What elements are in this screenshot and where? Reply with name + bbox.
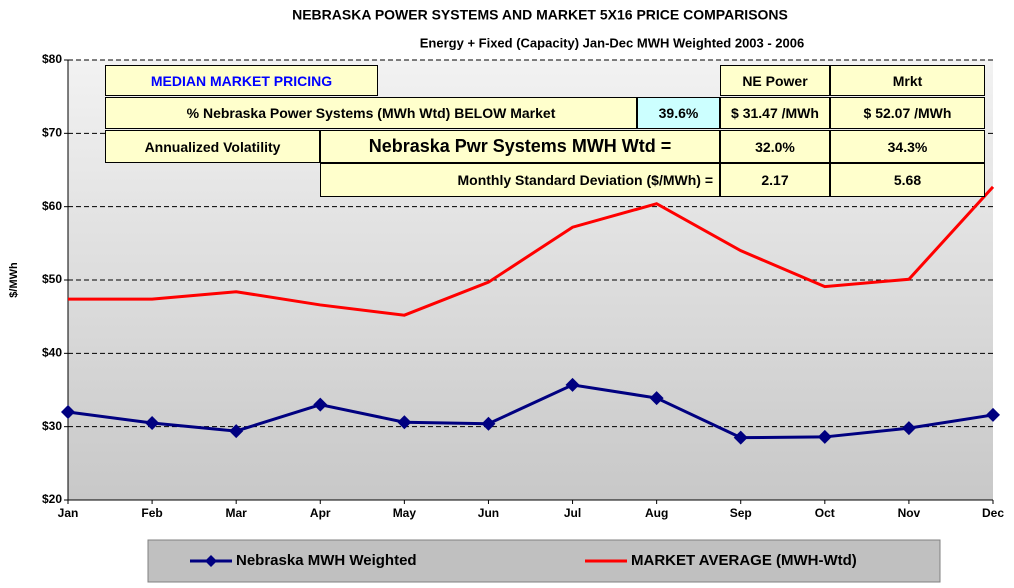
table-value: 34.3% xyxy=(830,130,985,163)
y-tick-label: $70 xyxy=(42,126,62,140)
marker xyxy=(145,416,160,430)
table-value: 39.6% xyxy=(637,97,720,129)
x-tick-label: Mar xyxy=(226,506,248,520)
x-tick-label: Sep xyxy=(730,506,752,520)
table-value: 5.68 xyxy=(830,163,985,197)
marker xyxy=(986,407,1000,422)
marker xyxy=(649,391,664,406)
y-tick-label: $40 xyxy=(42,346,62,360)
line xyxy=(67,383,994,440)
chart-title: NEBRASKA POWER SYSTEMS AND MARKET 5X16 P… xyxy=(292,7,788,23)
legend-label: MARKET AVERAGE (MWH-Wtd) xyxy=(631,552,857,569)
marker xyxy=(901,421,916,436)
marker xyxy=(733,430,748,445)
y-tick-label: $50 xyxy=(42,272,62,286)
y-tick-label: $60 xyxy=(42,199,62,213)
table-col: Mrkt xyxy=(830,65,985,96)
marker xyxy=(313,397,328,412)
legend-marker xyxy=(205,555,217,567)
x-tick-label: Oct xyxy=(815,506,835,520)
table-value: $ 31.47 /MWh xyxy=(720,97,830,129)
marker xyxy=(61,405,75,419)
marker xyxy=(229,424,244,439)
table-col: NE Power xyxy=(720,65,830,96)
y-tick-label: $20 xyxy=(42,492,62,506)
x-tick-label: Aug xyxy=(645,506,668,520)
x-tick-label: Nov xyxy=(898,506,921,520)
table-header: MEDIAN MARKET PRICING xyxy=(105,65,378,96)
marker xyxy=(565,377,580,392)
legend-box xyxy=(147,539,941,583)
x-tick-label: Apr xyxy=(310,506,331,520)
table-label: % Nebraska Power Systems (MWh Wtd) BELOW… xyxy=(105,97,637,129)
table-value: 32.0% xyxy=(720,130,830,163)
table-label: Annualized Volatility xyxy=(105,130,320,163)
table-label: Nebraska Pwr Systems MWH Wtd = xyxy=(320,130,720,163)
x-tick-label: May xyxy=(393,506,417,520)
x-tick-label: Jan xyxy=(58,506,79,520)
chart-subtitle: Energy + Fixed (Capacity) Jan-Dec MWH We… xyxy=(420,35,804,50)
table-value: $ 52.07 /MWh xyxy=(830,97,985,129)
marker xyxy=(481,416,496,431)
x-tick-label: Jul xyxy=(564,506,581,520)
x-tick-label: Feb xyxy=(141,506,162,520)
table-label: Monthly Standard Deviation ($/MWh) = xyxy=(320,163,720,197)
y-tick-label: $80 xyxy=(42,52,62,66)
x-tick-label: Jun xyxy=(478,506,499,520)
marker xyxy=(817,429,832,444)
marker xyxy=(397,415,412,430)
y-tick-label: $30 xyxy=(42,419,62,433)
table-value: 2.17 xyxy=(720,163,830,197)
y-axis-label: $/MWh xyxy=(8,262,20,298)
line xyxy=(68,185,995,317)
x-tick-label: Dec xyxy=(982,506,1004,520)
legend-label: Nebraska MWH Weighted xyxy=(236,552,417,569)
